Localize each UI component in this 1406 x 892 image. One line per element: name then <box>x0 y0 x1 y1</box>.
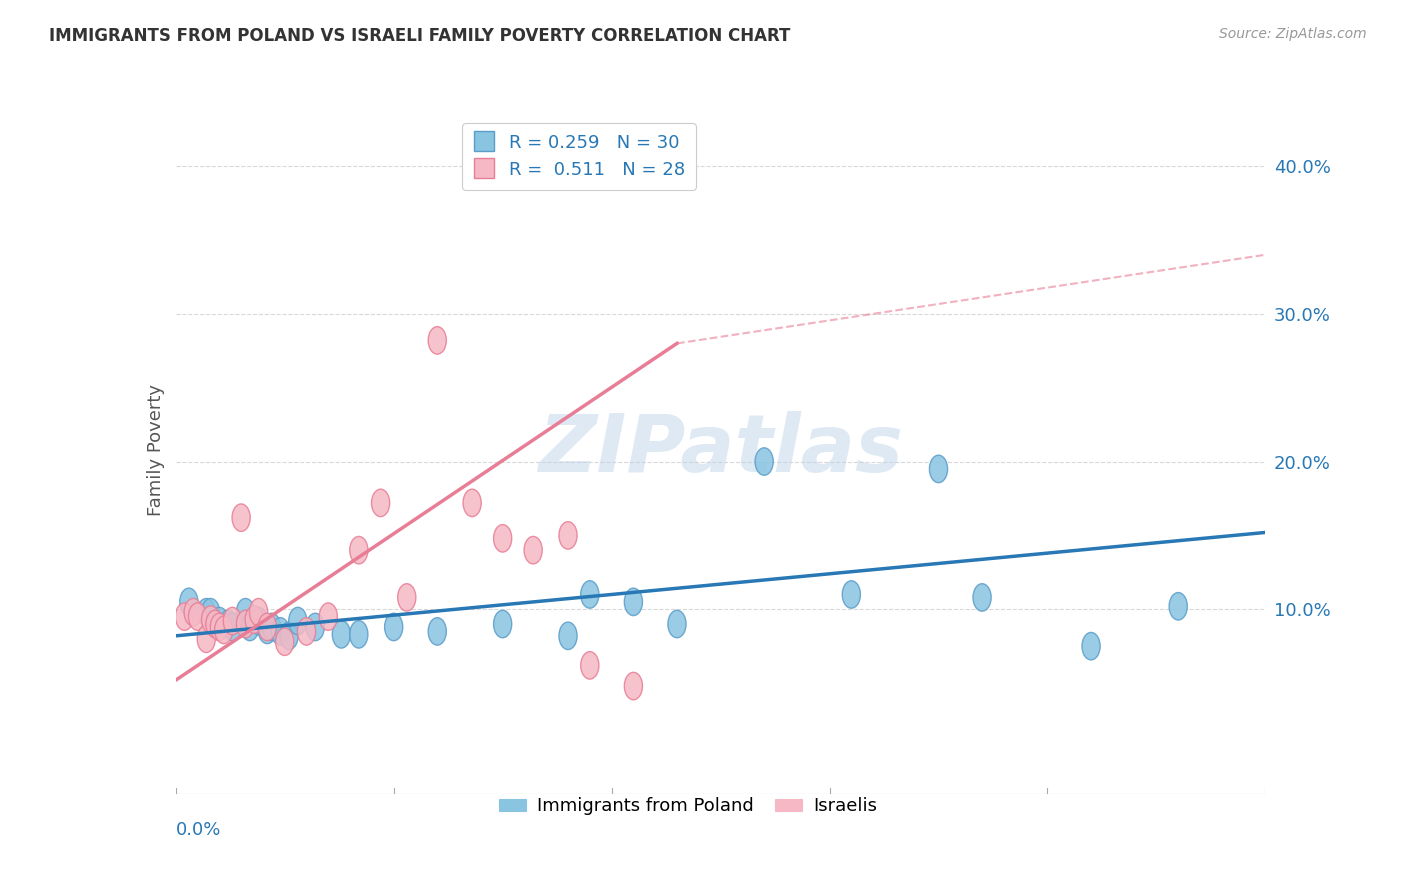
Ellipse shape <box>215 616 233 644</box>
Ellipse shape <box>668 610 686 638</box>
Ellipse shape <box>560 522 576 549</box>
Ellipse shape <box>259 613 277 640</box>
Ellipse shape <box>232 504 250 532</box>
Text: Source: ZipAtlas.com: Source: ZipAtlas.com <box>1219 27 1367 41</box>
Text: IMMIGRANTS FROM POLAND VS ISRAELI FAMILY POVERTY CORRELATION CHART: IMMIGRANTS FROM POLAND VS ISRAELI FAMILY… <box>49 27 790 45</box>
Ellipse shape <box>197 599 215 626</box>
Ellipse shape <box>298 617 315 645</box>
Ellipse shape <box>176 603 194 631</box>
Ellipse shape <box>668 160 686 187</box>
Ellipse shape <box>560 622 576 649</box>
Ellipse shape <box>224 613 242 640</box>
Ellipse shape <box>624 588 643 615</box>
Ellipse shape <box>249 599 267 626</box>
Ellipse shape <box>755 448 773 475</box>
Ellipse shape <box>259 616 277 644</box>
Ellipse shape <box>249 607 267 635</box>
Ellipse shape <box>197 625 215 653</box>
Ellipse shape <box>494 610 512 638</box>
Ellipse shape <box>211 613 228 640</box>
Ellipse shape <box>581 581 599 608</box>
Ellipse shape <box>494 524 512 552</box>
Ellipse shape <box>236 610 254 638</box>
Ellipse shape <box>201 599 219 626</box>
Ellipse shape <box>524 536 543 564</box>
Ellipse shape <box>624 673 643 700</box>
Ellipse shape <box>271 617 290 645</box>
Ellipse shape <box>184 599 202 626</box>
Ellipse shape <box>288 607 307 635</box>
Text: ZIPatlas: ZIPatlas <box>538 411 903 490</box>
Ellipse shape <box>1083 632 1099 660</box>
Ellipse shape <box>842 581 860 608</box>
Ellipse shape <box>1170 592 1187 620</box>
Ellipse shape <box>205 610 224 638</box>
Ellipse shape <box>188 603 207 631</box>
Ellipse shape <box>224 607 242 635</box>
Ellipse shape <box>429 326 446 354</box>
Ellipse shape <box>240 613 259 640</box>
Ellipse shape <box>280 622 298 649</box>
Ellipse shape <box>332 621 350 648</box>
Ellipse shape <box>319 603 337 631</box>
Ellipse shape <box>371 489 389 516</box>
Ellipse shape <box>581 652 599 679</box>
Y-axis label: Family Poverty: Family Poverty <box>146 384 165 516</box>
Ellipse shape <box>929 455 948 483</box>
Ellipse shape <box>211 607 228 635</box>
Ellipse shape <box>236 599 254 626</box>
Ellipse shape <box>180 588 198 615</box>
Ellipse shape <box>350 536 368 564</box>
Ellipse shape <box>973 583 991 611</box>
Ellipse shape <box>201 606 219 633</box>
Ellipse shape <box>219 610 238 638</box>
Ellipse shape <box>276 628 294 656</box>
Legend: Immigrants from Poland, Israelis: Immigrants from Poland, Israelis <box>492 790 884 822</box>
Ellipse shape <box>263 613 281 640</box>
Ellipse shape <box>463 489 481 516</box>
Text: 0.0%: 0.0% <box>176 822 221 839</box>
Ellipse shape <box>307 613 325 640</box>
Ellipse shape <box>398 583 416 611</box>
Ellipse shape <box>245 606 263 633</box>
Ellipse shape <box>350 621 368 648</box>
Ellipse shape <box>429 617 446 645</box>
Ellipse shape <box>385 613 402 640</box>
